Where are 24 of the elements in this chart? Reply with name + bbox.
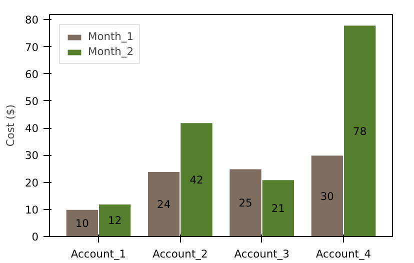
data-label: 12: [108, 214, 122, 228]
x-tick-label: Account_3: [234, 248, 290, 260]
data-label: 21: [271, 202, 285, 216]
x-tick-label: Account_4: [316, 248, 372, 260]
data-label: 78: [353, 124, 367, 138]
y-tick-label: 20: [24, 176, 39, 190]
y-tick-label: 10: [24, 203, 39, 216]
y-axis-title: Cost ($): [4, 104, 17, 147]
y-tick-label: 0: [32, 230, 39, 244]
y-tick-label: 30: [24, 149, 39, 162]
data-label: 42: [190, 174, 204, 187]
legend-label: Month_1: [88, 30, 134, 43]
x-tick-label: Account_2: [152, 248, 208, 260]
y-tick-label: 80: [24, 14, 39, 27]
data-label: 10: [75, 216, 90, 230]
y-tick-label: 70: [24, 40, 39, 54]
data-label: 25: [238, 196, 252, 210]
x-tick-label: Account_1: [70, 248, 126, 260]
legend-label: Month_2: [88, 45, 134, 58]
data-label: 24: [157, 198, 171, 211]
data-label: 30: [320, 190, 334, 203]
y-tick-label: 50: [24, 94, 39, 108]
y-tick-label: 40: [24, 122, 39, 136]
y-tick-label: 60: [24, 68, 39, 81]
